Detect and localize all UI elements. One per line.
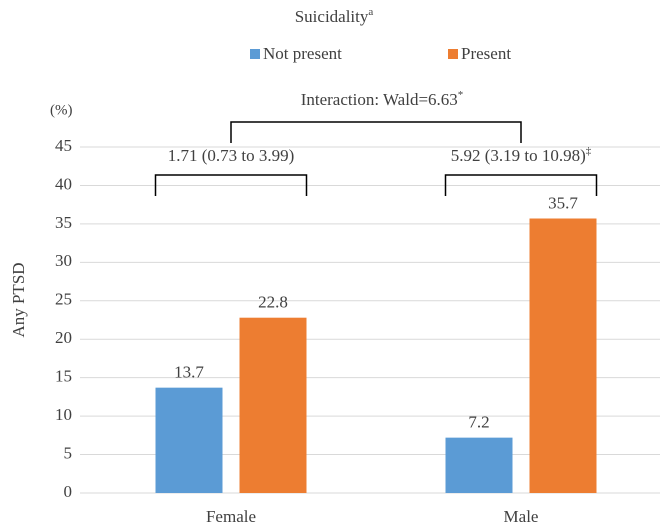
x-tick-label: Female (206, 507, 256, 526)
bracket (444, 174, 598, 196)
y-tick-label: 0 (64, 482, 73, 501)
annotation-text: 5.92 (3.19 to 10.98) (451, 146, 586, 165)
annotation-superscript: * (458, 89, 464, 101)
y-axis-label: Any PTSD (9, 262, 28, 337)
bar (529, 218, 597, 494)
annotation: Interaction: Wald=6.63* (301, 89, 464, 109)
y-unit: (%) (50, 102, 73, 118)
title-text: Suicidality (295, 7, 369, 26)
y-tick-label: 30 (55, 251, 72, 270)
value-label: 13.7 (174, 363, 204, 382)
annotation-text: 1.71 (0.73 to 3.99) (168, 146, 295, 165)
legend-label: Not present (263, 44, 342, 63)
value-label: 35.7 (548, 193, 578, 212)
legend-label: Present (461, 44, 511, 63)
x-tick-label: Male (504, 507, 539, 526)
annotation-text: Interaction: Wald=6.63 (301, 90, 458, 109)
value-label: 22.8 (258, 293, 288, 312)
y-tick-label: 5 (64, 443, 73, 462)
title-superscript: a (368, 6, 373, 18)
bar (445, 437, 513, 493)
legend-swatch (448, 49, 458, 59)
annotation: 5.92 (3.19 to 10.98)‡ (451, 145, 592, 165)
y-tick-label: 45 (55, 136, 72, 155)
y-tick-label: 25 (55, 290, 72, 309)
annotation: 1.71 (0.73 to 3.99) (168, 146, 295, 165)
bracket (154, 174, 308, 196)
value-label: 7.2 (468, 413, 489, 432)
y-tick-label: 20 (55, 328, 72, 347)
y-tick-label: 40 (55, 174, 72, 193)
bar (239, 317, 307, 493)
y-tick-label: 35 (55, 213, 72, 232)
annotation-superscript: ‡ (586, 145, 592, 157)
y-tick-label: 10 (55, 405, 72, 424)
chart-title: Suicidalitya (295, 6, 374, 26)
bar (155, 387, 223, 493)
legend-swatch (250, 49, 260, 59)
bracket (230, 121, 522, 143)
y-tick-label: 15 (55, 367, 72, 386)
